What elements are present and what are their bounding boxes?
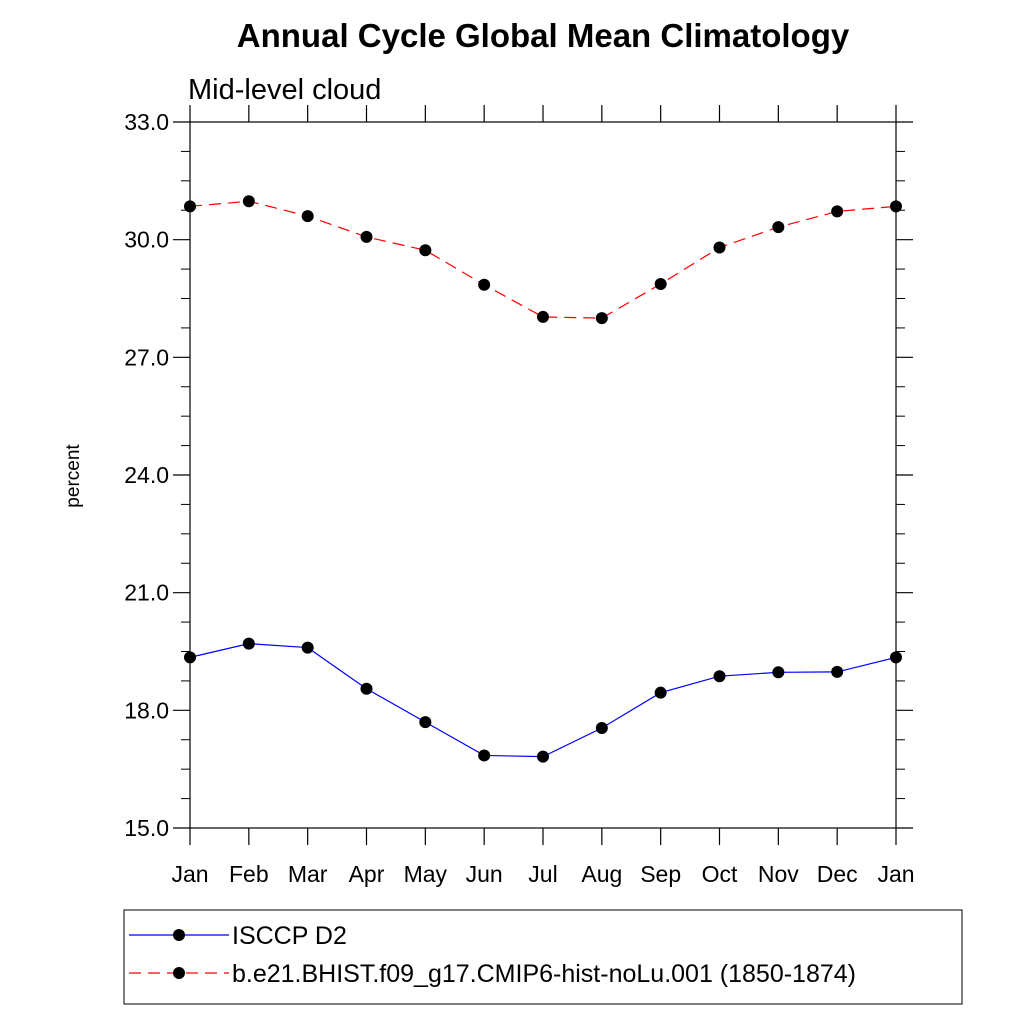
y-tick-label: 15.0 <box>124 815 169 841</box>
series-1-line <box>189 643 897 758</box>
legend-box <box>123 909 963 1005</box>
series-1-point <box>537 750 549 763</box>
series-layer <box>184 195 902 763</box>
legend-label-2: b.e21.BHIST.f09_g17.CMIP6-hist-noLu.001 … <box>232 960 856 988</box>
series-2-point <box>772 221 785 234</box>
series-2-point <box>478 278 491 291</box>
x-tick-label: Nov <box>758 861 799 887</box>
series-2-point <box>301 210 314 223</box>
x-tick-label: Dec <box>817 861 858 887</box>
series-1-point <box>772 666 785 679</box>
series-1-point <box>595 721 608 734</box>
series-1-point <box>419 716 432 729</box>
series-1-point <box>184 651 196 664</box>
series-2-point <box>654 277 667 290</box>
series-1-point <box>360 682 373 695</box>
series-1-point <box>713 670 726 683</box>
axis-ticks: 15.0 18.0 21.0 24.0 27.0 30.0 33.0 Jan Feb Mar Apr… <box>124 105 915 887</box>
y-axis-label: percent <box>63 444 84 508</box>
x-tick-label: Feb <box>229 861 269 887</box>
series-2-point <box>184 200 196 213</box>
x-tick-label: Sep <box>640 861 681 887</box>
legend-marker-1 <box>173 929 185 941</box>
series-2-point <box>242 195 255 208</box>
series-2-point <box>419 244 432 257</box>
series-2-point <box>713 241 726 254</box>
series-2-point <box>360 230 373 243</box>
legend-label-1: ISCCP D2 <box>232 922 347 950</box>
x-tick-label: Mar <box>288 861 328 887</box>
x-tick-label: Jan <box>171 861 208 887</box>
x-tick-label: Jun <box>466 861 503 887</box>
series-2-point <box>537 310 549 323</box>
series-1-point <box>831 665 844 678</box>
legend: ISCCP D2 b.e21.BHIST.f09_g17.CMIP6-hist-n… <box>123 909 963 1005</box>
chart-subtitle: Mid-level cloud <box>188 74 381 106</box>
series-2-point <box>595 312 608 325</box>
x-tick-label: Jul <box>528 861 557 887</box>
series-1-point <box>890 651 902 664</box>
x-tick-label: Apr <box>349 861 385 887</box>
x-tick-label: Oct <box>702 861 738 887</box>
y-tick-label: 21.0 <box>124 580 169 606</box>
x-tick-label: Jan <box>877 861 914 887</box>
series-2-point <box>890 200 902 213</box>
plot-frame-border <box>189 121 897 829</box>
chart-title: Annual Cycle Global Mean Climatology <box>237 17 850 54</box>
x-tick-label: May <box>404 861 448 887</box>
series-2-line <box>189 200 897 319</box>
y-tick-label: 18.0 <box>124 697 169 723</box>
series-1-point <box>301 641 314 654</box>
series-2-point <box>831 205 844 218</box>
y-tick-label: 33.0 <box>124 109 169 135</box>
y-tick-label: 24.0 <box>124 462 169 488</box>
legend-entries: ISCCP D2 b.e21.BHIST.f09_g17.CMIP6-hist-n… <box>129 922 856 988</box>
series-1-point <box>242 637 255 650</box>
legend-marker-2 <box>173 967 185 979</box>
x-tick-label: Aug <box>581 861 622 887</box>
series-1-point <box>478 749 491 762</box>
plot-frame <box>189 121 897 829</box>
y-tick-label: 27.0 <box>124 344 169 370</box>
y-tick-label: 30.0 <box>124 227 169 253</box>
series-1-point <box>654 686 667 699</box>
